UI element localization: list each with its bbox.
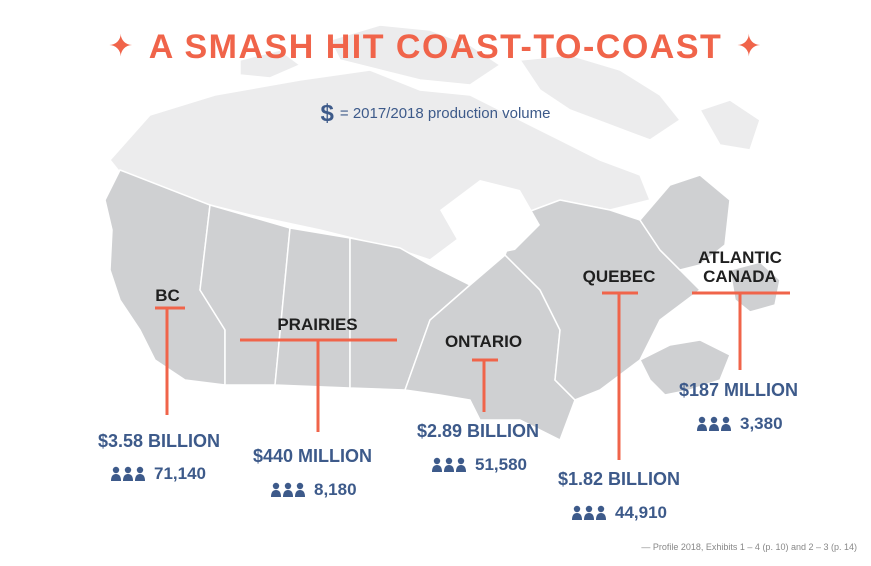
sparkle-star-icon: ✦ [736,30,763,63]
region-name-line: CANADA [703,267,777,286]
provinces [104,169,781,442]
people-group-icon [572,505,606,520]
dollar-symbol: $ [320,100,334,127]
labrador-shape [639,174,731,271]
jobs-value: 51,580 [475,455,527,474]
region-name-atlantic: ATLANTIC CANADA [690,248,790,286]
people-group-icon [432,457,466,472]
region-name-quebec: QUEBEC [578,267,660,286]
amount-ontario: $2.89 BILLION [417,421,540,441]
jobs-bc: 71,140 [111,464,206,484]
region-name-prairies: PRAIRIES [270,315,365,334]
jobs-quebec: 44,910 [572,503,667,523]
amount-atlantic: $187 MILLION [679,380,799,400]
region-name-line: ONTARIO [444,332,523,351]
jobs-ontario: 51,580 [432,455,527,475]
amount-prairies: $440 MILLION [253,446,373,466]
region-name-bc: BC [145,286,190,305]
leader-lines [155,291,790,460]
region-name-line: QUEBEC [582,267,656,286]
newfoundland-shape [729,261,781,313]
legend: $ = 2017/2018 production volume [0,100,871,128]
jobs-value: 8,180 [314,480,357,499]
region-name-line: BC [155,286,180,305]
region-name-line: PRAIRIES [277,315,358,334]
title-text: A SMASH HIT COAST-TO-COAST [148,28,723,66]
region-name-ontario: ONTARIO [436,332,531,351]
sparkle-star-icon: ✦ [108,30,135,63]
source-note: — Profile 2018, Exhibits 1 – 4 (p. 10) a… [641,542,857,552]
jobs-atlantic: 3,380 [697,414,783,434]
amount-bc: $3.58 BILLION [98,431,221,451]
legend-text: = 2017/2018 production volume [339,105,551,122]
jobs-value: 44,910 [615,503,667,522]
people-group-icon [111,466,145,481]
quebec-shape [504,199,702,401]
maritimes-shape [638,339,731,396]
region-name-line: ATLANTIC [698,248,782,267]
people-group-icon [697,416,731,431]
page-title: ✦ A SMASH HIT COAST-TO-COAST ✦ [0,28,871,67]
hudson-bay [440,180,540,255]
jobs-value: 3,380 [740,414,783,433]
people-group-icon [271,482,305,497]
amount-quebec: $1.82 BILLION [558,469,681,489]
jobs-value: 71,140 [154,464,206,483]
jobs-prairies: 8,180 [271,480,357,500]
